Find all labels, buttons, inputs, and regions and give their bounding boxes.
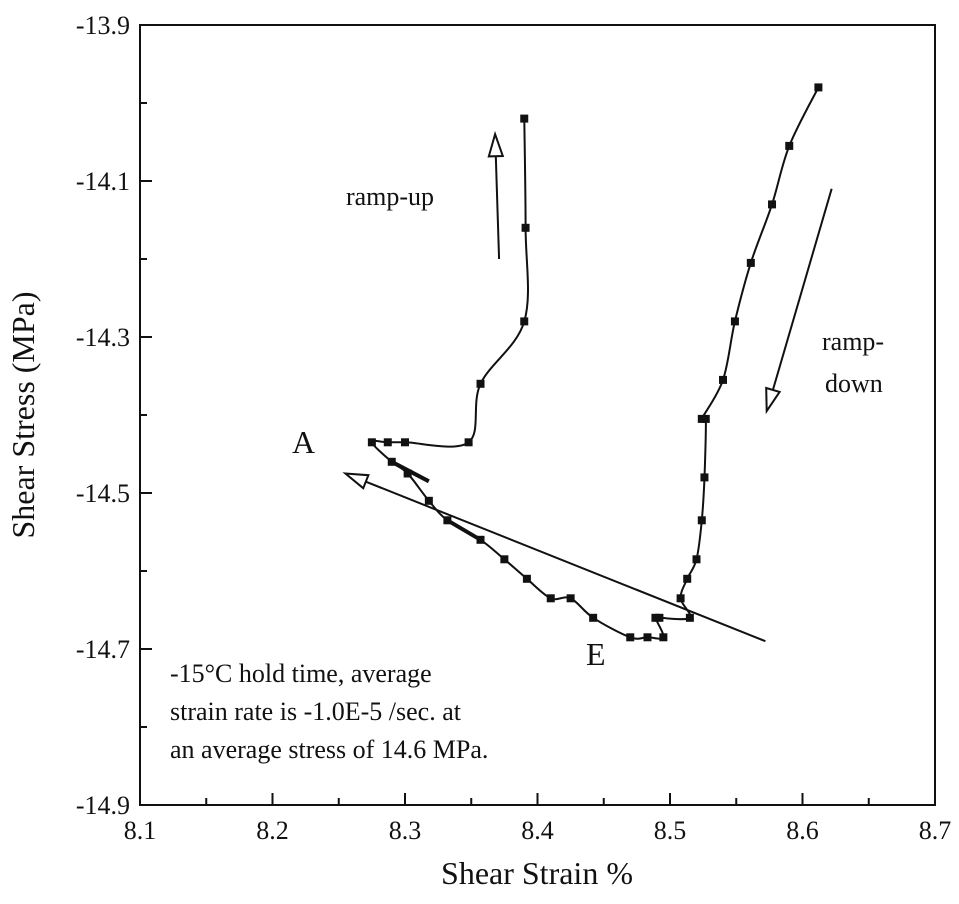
- data-point: [383, 438, 392, 447]
- x-tick-label: 8.3: [389, 816, 422, 845]
- x-tick-label: 8.6: [786, 816, 819, 845]
- data-point: [626, 633, 635, 642]
- y-tick-label: -14.7: [76, 635, 130, 664]
- data-point: [697, 414, 706, 423]
- data-point: [424, 496, 433, 505]
- data-point: [520, 317, 529, 326]
- y-tick-label: -13.9: [76, 11, 130, 40]
- data-point: [730, 317, 739, 326]
- arrow-shaft: [771, 188, 833, 391]
- point-e-label: E: [586, 636, 606, 672]
- arrow-shaft: [494, 156, 501, 260]
- data-point: [655, 613, 664, 622]
- series-layer: [367, 83, 823, 642]
- data-point: [464, 438, 473, 447]
- bold-segment: [446, 518, 482, 542]
- data-point: [566, 594, 575, 603]
- data-point: [683, 574, 692, 583]
- data-point: [692, 555, 701, 564]
- arrow-head: [342, 472, 370, 490]
- y-tick-label: -14.1: [76, 167, 130, 196]
- note-line-3: an average stress of 14.6 MPa.: [170, 735, 488, 764]
- data-point: [659, 633, 668, 642]
- data-point: [719, 375, 727, 384]
- x-tick-label: 8.7: [919, 816, 952, 845]
- x-tick-label: 8.2: [256, 816, 289, 845]
- data-point: [700, 473, 709, 482]
- data-point: [401, 438, 409, 447]
- ramp-down-label-2: down: [825, 369, 883, 398]
- data-point: [685, 613, 694, 622]
- note-line-1: -15°C hold time, average: [170, 659, 432, 688]
- arrow-layer: [342, 130, 833, 643]
- data-point: [520, 114, 529, 123]
- x-tick-label: 8.4: [521, 816, 554, 845]
- y-axis-title: Shear Stress (MPa): [5, 291, 41, 538]
- data-point: [546, 594, 555, 603]
- data-point: [500, 555, 509, 564]
- data-point: [589, 613, 598, 622]
- data-point: [367, 438, 376, 447]
- point-a-label: A: [292, 424, 315, 460]
- x-tick-label: 8.1: [124, 816, 157, 845]
- x-axis-title: Shear Strain %: [441, 855, 633, 891]
- data-point: [746, 258, 755, 267]
- note-line-2: strain rate is -1.0E-5 /sec. at: [170, 697, 462, 726]
- data-point: [814, 83, 823, 92]
- ramp-down-label-1: ramp-: [822, 327, 884, 356]
- data-point: [522, 574, 531, 583]
- data-point: [476, 379, 485, 388]
- axis-tick-labels: 8.1 8.2 8.3 8.4 8.5 8.6 8.7 -13.9 -14.1 -14.3 -14.…: [76, 11, 951, 845]
- y-tick-label: -14.3: [76, 323, 130, 352]
- data-point: [521, 223, 530, 232]
- data-point: [676, 594, 685, 603]
- data-point: [785, 141, 794, 150]
- data-point: [768, 200, 777, 209]
- arrow-head: [487, 130, 505, 158]
- data-point: [643, 633, 652, 642]
- x-tick-label: 8.5: [654, 816, 687, 845]
- arrow-shaft: [365, 480, 766, 643]
- bold-segment: [390, 460, 430, 484]
- data-point: [697, 516, 706, 525]
- y-tick-label: -14.9: [76, 791, 130, 820]
- data-point: [403, 469, 412, 478]
- arrow-head: [765, 386, 782, 415]
- y-tick-label: -14.5: [76, 479, 130, 508]
- ramp-up-label: ramp-up: [346, 182, 434, 211]
- axis-ticks: [139, 24, 936, 806]
